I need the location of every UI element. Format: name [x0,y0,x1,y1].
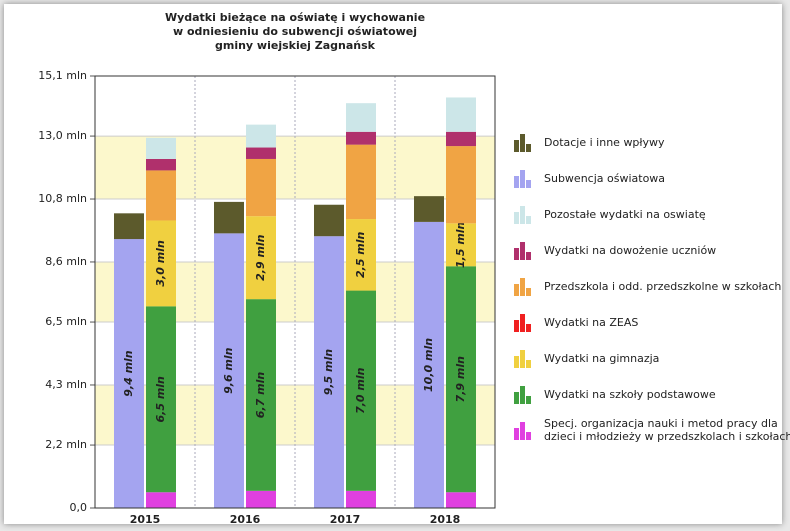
chart-title: Wydatki bieżące na oświatę i wychowanie w… [165,11,425,52]
legend-label: Wydatki na dowożenie uczniów [544,243,717,257]
bar-segment [114,239,144,508]
data-label: 9,4 mln [122,350,135,397]
bar-segment [446,492,476,508]
bar-segment [214,233,244,508]
data-label: 3,0 mln [154,240,167,287]
window: Wydatki bieżące na oświatę i wychowanie w… [4,4,790,524]
bar-segment [114,213,144,240]
data-label: 6,5 mln [154,376,167,423]
legend-item: Wydatki na gimnazja [514,340,790,376]
bar-segment [346,290,376,491]
legend-swatch [514,384,534,404]
legend-item: Wydatki na szkoły podstawowe [514,376,790,412]
y-tick-label: 4,3 mln [45,378,87,391]
legend-label: Przedszkola i odd. przedszkolne w szkoła… [544,279,782,293]
bar-segment [446,97,476,132]
y-tick-label: 8,6 mln [45,255,87,268]
bar-segment [146,492,176,508]
legend-swatch [514,240,534,260]
data-label: 9,5 mln [322,349,335,396]
bar-segment [246,299,276,491]
legend-item: Wydatki na dowożenie uczniów [514,232,790,268]
bar-segment [246,490,276,508]
legend-swatch [514,132,534,152]
legend-swatch [514,204,534,224]
bar-segment [446,266,476,493]
legend-swatch [514,420,534,440]
bar-segment [414,221,444,508]
legend-label: Wydatki na gimnazja [544,351,660,365]
y-tick-label: 0,0 [70,501,88,514]
chart: Wydatki bieżące na oświatę i wychowanie w… [38,11,496,524]
data-label: 2,9 mln [254,234,267,281]
data-label: 10,0 mln [422,338,435,392]
legend-item: Wydatki na ZEAS [514,304,790,340]
bar-segment [146,137,176,159]
y-tick-label: 6,5 mln [45,315,87,328]
bar-segment [446,223,476,267]
legend: Dotacje i inne wpływy Subwencja oświatowa… [514,124,790,448]
data-label: 7,9 mln [454,356,467,403]
bar-segment [146,220,176,307]
bar-segment [214,201,244,234]
y-tick-label: 2,2 mln [45,438,87,451]
x-tick-label: 2018 [430,513,461,524]
title-line: Wydatki bieżące na oświatę i wychowanie [165,11,425,24]
legend-label: Pozostałe wydatki na oswiatę [544,207,706,221]
title-line: w odniesieniu do subwencji oświatowej [173,25,417,38]
legend-item: Przedszkola i odd. przedszkolne w szkoła… [514,268,790,304]
bar-segment [146,306,176,493]
legend-item: Specj. organizacja nauki i metod pracy d… [514,412,790,448]
x-tick-label: 2017 [330,513,361,524]
legend-label: Dotacje i inne wpływy [544,135,665,149]
data-label: 7,0 mln [354,367,367,414]
bar-segment [146,170,176,221]
bar-segment [446,131,476,147]
bar-segment [346,103,376,132]
y-tick-label: 15,1 mln [38,69,87,82]
data-label: 6,7 mln [254,372,267,419]
legend-swatch [514,168,534,188]
legend-label: Subwencja oświatowa [544,171,666,185]
title-line: gminy wiejskiej Zagnańsk [215,39,376,52]
bar-segment [246,147,276,159]
plot-border [94,75,496,509]
bar-segment [246,124,276,148]
bar-segment [346,490,376,508]
bar-segment [314,236,344,508]
legend-label: Specj. organizacja nauki i metod pracy d… [544,417,790,443]
legend-item: Subwencja oświatowa [514,160,790,196]
legend-swatch [514,276,534,296]
legend-label: Wydatki na szkoły podstawowe [544,387,716,401]
legend-label: Wydatki na ZEAS [544,315,639,329]
y-tick-label: 13,0 mln [38,129,87,142]
bar-segment [146,158,176,171]
legend-swatch [514,348,534,368]
bar-segment [246,216,276,300]
bar-segment [346,131,376,145]
x-tick-label: 2015 [130,513,161,524]
bar-segment [414,196,444,222]
bar-segment [346,144,376,220]
bar-segment [314,204,344,237]
legend-item: Pozostałe wydatki na oswiatę [514,196,790,232]
legend-item: Dotacje i inne wpływy [514,124,790,160]
bar-segment [346,219,376,291]
legend-swatch [514,312,534,332]
bar-segment [446,146,476,224]
bar-segment [246,158,276,217]
data-label: 2,5 mln [354,231,367,278]
y-tick-label: 10,8 mln [38,192,87,205]
data-label: 1,5 mln [454,221,467,268]
x-tick-label: 2016 [230,513,261,524]
data-label: 9,6 mln [222,347,235,394]
